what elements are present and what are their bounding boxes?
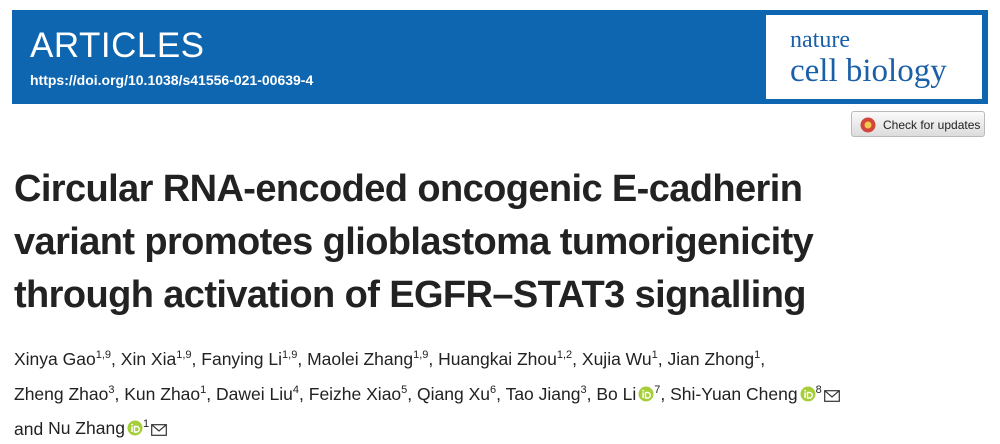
affiliation: 8 (815, 383, 822, 396)
author: Feizhe Xiao5 (309, 384, 408, 404)
author-name: Kun Zhao (124, 383, 201, 404)
separator: , (407, 383, 413, 404)
author-name: Shi-Yuan Cheng (670, 383, 798, 404)
author-name: Dawei Liu (216, 383, 293, 404)
journal-logo[interactable]: nature cell biology (766, 15, 982, 99)
separator: , (114, 383, 120, 404)
separator: , (428, 348, 434, 369)
author: Xinya Gao1,9 (14, 349, 111, 369)
affiliation: 1 (142, 418, 150, 431)
separator: , (297, 348, 303, 369)
separator: , (760, 348, 766, 369)
author-name: Jian Zhong (667, 348, 755, 369)
email-icon[interactable] (823, 389, 840, 402)
author: Fanying Li1,9 (201, 349, 297, 369)
author-name: Huangkai Zhou (438, 348, 557, 369)
author-name: Xujia Wu (581, 348, 652, 369)
separator: , (111, 348, 116, 369)
check-updates-button[interactable]: Check for updates (851, 111, 985, 137)
affiliation: 1,9 (282, 349, 298, 361)
author-line: and Nu Zhang 1 (14, 410, 840, 444)
author: Huangkai Zhou1,2 (438, 349, 572, 369)
separator: , (657, 348, 663, 369)
separator: , (572, 348, 578, 369)
author-name: Nu Zhang (48, 418, 125, 439)
affiliation: 1 (754, 349, 761, 361)
author-line: Zheng Zhao3, Kun Zhao1, Dawei Liu4, Feiz… (14, 375, 840, 410)
article-title: Circular RNA-encoded oncogenic E-cadheri… (14, 163, 814, 322)
separator: , (299, 383, 304, 404)
author: Qiang Xu6 (417, 384, 496, 404)
affiliation: 1 (200, 383, 207, 396)
author-name: Zheng Zhao (14, 383, 109, 404)
author: Maolei Zhang1,9 (307, 349, 428, 369)
separator: , (660, 383, 666, 404)
author: Dawei Liu4 (216, 384, 299, 404)
author: Zheng Zhao3 (14, 384, 115, 404)
header-banner: ARTICLES https://doi.org/10.1038/s41556-… (12, 10, 988, 104)
title-line: Circular RNA-encoded oncogenic E-cadheri… (14, 168, 803, 210)
orcid-icon[interactable] (800, 386, 816, 402)
author: Shi-Yuan Cheng 8 (670, 384, 840, 404)
affiliation: 1,9 (176, 349, 192, 361)
author: Nu Zhang 1 (48, 418, 167, 438)
orcid-icon[interactable] (127, 420, 143, 436)
author-line: Xinya Gao1,9, Xin Xia1,9, Fanying Li1,9,… (14, 340, 840, 375)
author-list: Xinya Gao1,9, Xin Xia1,9, Fanying Li1,9,… (14, 340, 840, 444)
author-name: Tao Jiang (505, 383, 581, 404)
section-label: ARTICLES (30, 26, 205, 65)
affiliation: 1 (651, 349, 658, 361)
affiliation: 3 (580, 383, 587, 396)
author: Jian Zhong1 (668, 349, 761, 369)
doi-link[interactable]: https://doi.org/10.1038/s41556-021-00639… (30, 72, 314, 88)
author: Xin Xia1,9 (121, 349, 192, 369)
author: Kun Zhao1 (124, 384, 206, 404)
author-name: Xinya Gao (14, 348, 96, 369)
affiliation: 6 (490, 383, 497, 396)
button-label: Check for updates (883, 118, 981, 132)
author-name: Bo Li (596, 383, 637, 404)
affiliation: 5 (401, 383, 408, 396)
check-icon (860, 117, 876, 133)
affiliation: 3 (108, 383, 115, 396)
author-name: Maolei Zhang (307, 348, 414, 369)
affiliation: 1,9 (95, 349, 112, 361)
journal-name: nature (790, 27, 850, 53)
author-name: Xin Xia (120, 348, 177, 369)
affiliation: 7 (654, 383, 661, 396)
journal-name: cell biology (790, 53, 947, 89)
separator: , (206, 383, 212, 404)
affiliation: 1,9 (413, 349, 429, 361)
author: Tao Jiang3 (506, 384, 587, 404)
author-name: Qiang Xu (417, 383, 491, 404)
author-name: Fanying Li (201, 348, 283, 369)
affiliation: 4 (292, 383, 299, 396)
title-line: variant promotes glioblastoma tumorigeni… (14, 221, 814, 263)
author: Xujia Wu1 (582, 349, 658, 369)
title-line: through activation of EGFR–STAT3 signall… (14, 274, 807, 316)
separator: , (191, 348, 197, 369)
separator: , (496, 383, 502, 404)
author: Bo Li 7 (596, 384, 660, 404)
separator: , (586, 383, 592, 404)
conjunction: and (14, 418, 44, 439)
page: ARTICLES https://doi.org/10.1038/s41556-… (12, 10, 988, 439)
author-name: Feizhe Xiao (308, 383, 402, 404)
affiliation: 1,2 (556, 349, 573, 361)
orcid-icon[interactable] (638, 386, 654, 402)
